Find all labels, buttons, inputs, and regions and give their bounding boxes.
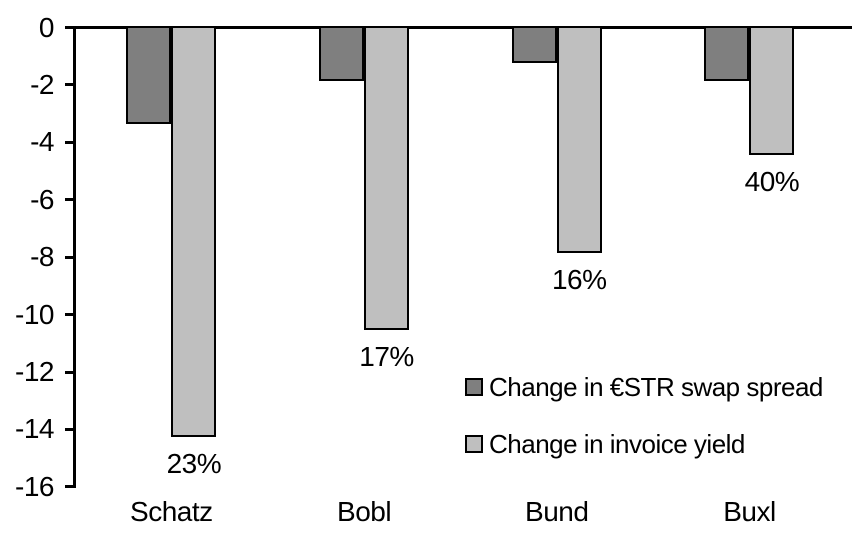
y-tick-label: -12 (15, 356, 54, 388)
category-label-bund: Bund (525, 496, 589, 527)
bar-schatz-series-0 (126, 26, 172, 124)
y-tick-mark (65, 313, 75, 317)
legend-label-invoice-yield: Change in invoice yield (489, 429, 745, 459)
bar-schatz-series-1 (171, 26, 217, 437)
y-tick-label: -14 (15, 413, 54, 445)
category-label-schatz: Schatz (130, 496, 213, 527)
legend-item-swap-spread: Change in €STR swap spread (465, 371, 823, 403)
y-tick-label: 0 (38, 11, 55, 43)
value-label-bund: 16% (551, 263, 607, 295)
y-tick-label: -4 (30, 126, 54, 158)
legend-label-swap-spread: Change in €STR swap spread (489, 372, 823, 402)
y-tick-mark (65, 427, 75, 431)
bar-buxl-series-0 (704, 26, 750, 81)
y-tick-label: -10 (15, 298, 54, 330)
y-tick-mark (65, 255, 75, 259)
bar-bund-series-1 (556, 26, 602, 253)
legend-swatch-swap-spread (465, 378, 483, 396)
category-label-buxl: Buxl (723, 496, 776, 527)
y-tick-label: -2 (30, 68, 54, 100)
x-axis-zero-line (73, 26, 852, 29)
y-tick-label: -16 (15, 470, 54, 502)
y-tick-mark (65, 198, 75, 202)
y-tick-mark (65, 140, 75, 144)
value-label-schatz: 23% (166, 447, 222, 479)
y-tick-mark (65, 485, 75, 489)
category-label-bobl: Bobl (337, 496, 392, 527)
bar-buxl-series-1 (749, 26, 795, 156)
y-tick-mark (65, 83, 75, 87)
y-tick-label: -8 (30, 241, 54, 273)
y-tick-mark (65, 26, 75, 29)
value-label-buxl: 40% (744, 166, 800, 198)
y-tick-mark (65, 370, 75, 374)
bar-bund-series-0 (511, 26, 557, 64)
value-label-bobl: 17% (359, 341, 414, 373)
bar-bobl-series-1 (364, 26, 410, 331)
bar-bobl-series-0 (319, 26, 365, 81)
legend-swatch-invoice-yield (465, 435, 483, 453)
legend-item-invoice-yield: Change in invoice yield (465, 428, 745, 460)
y-tick-label: -6 (30, 183, 54, 215)
